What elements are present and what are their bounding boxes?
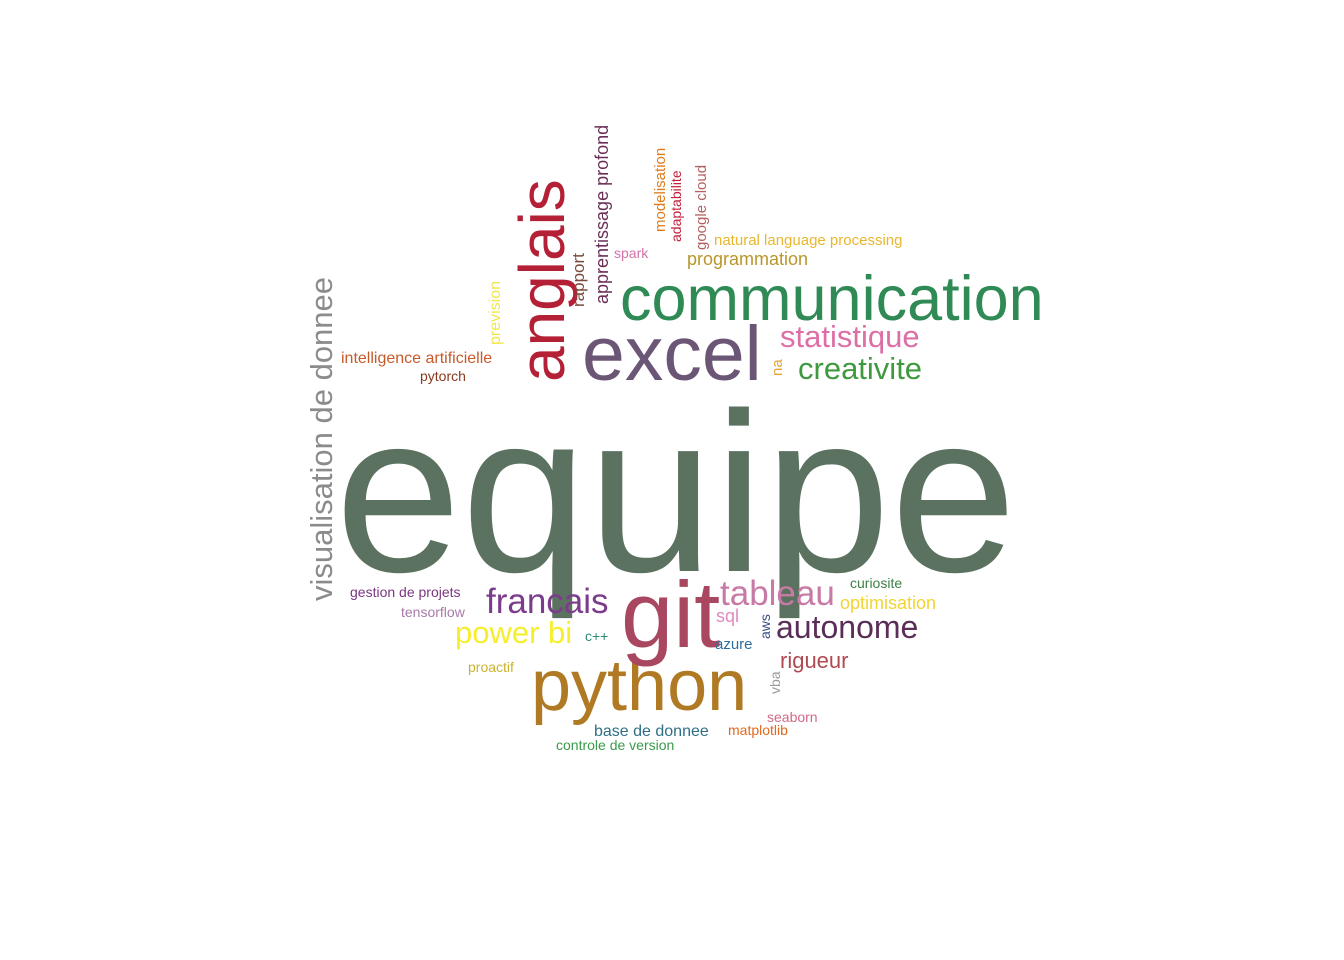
word-modelisation: modelisation (652, 147, 669, 232)
word-tensorflow: tensorflow (401, 604, 465, 620)
word-prevision: prevision (487, 280, 504, 345)
word-python: python (531, 646, 748, 726)
word-francais: francais (486, 582, 609, 621)
word-natural-language-processing: natural language processing (714, 232, 903, 249)
word-proactif: proactif (468, 659, 514, 675)
word-creativite: creativite (798, 351, 923, 386)
word-seaborn: seaborn (767, 709, 818, 725)
word-visualisation-de-donnee: visualisation de donnee (304, 276, 339, 601)
word-vba: vba (767, 671, 783, 694)
word-sql: sql (716, 606, 740, 626)
word-curiosite: curiosite (850, 575, 903, 591)
word-pytorch: pytorch (420, 368, 466, 384)
word-equipe: equipe (335, 367, 1017, 620)
word-autonome: autonome (776, 609, 919, 645)
word-rapport: rapport (569, 253, 588, 307)
word-statistique: statistique (780, 319, 920, 354)
word-programmation: programmation (687, 249, 809, 269)
word-c-plus-plus: c++ (585, 628, 609, 644)
word-spark: spark (614, 245, 649, 261)
word-intelligence-artificielle: intelligence artificielle (341, 350, 493, 367)
word-rigueur: rigueur (780, 648, 849, 673)
word-adaptabilite: adaptabilite (668, 170, 684, 242)
word-gestion-de-projets: gestion de projets (350, 584, 461, 600)
word-azure: azure (715, 636, 753, 653)
word-apprentissage-profond: apprentissage profond (592, 124, 612, 304)
word-aws: aws (757, 614, 773, 639)
word-matplotlib: matplotlib (728, 722, 788, 738)
word-power-bi: power bi (455, 615, 573, 650)
word-tableau: tableau (720, 574, 835, 613)
word-anglais: anglais (506, 179, 578, 382)
word-base-de-donnee: base de donnee (594, 723, 709, 740)
word-excel: excel (582, 311, 762, 397)
word-google-cloud: google cloud (693, 164, 710, 250)
word-na: na (769, 359, 786, 376)
word-git: git (621, 562, 721, 667)
word-controle-de-version: controle de version (556, 737, 675, 753)
word-communication: communication (620, 264, 1044, 334)
word-optimisation: optimisation (840, 593, 937, 613)
